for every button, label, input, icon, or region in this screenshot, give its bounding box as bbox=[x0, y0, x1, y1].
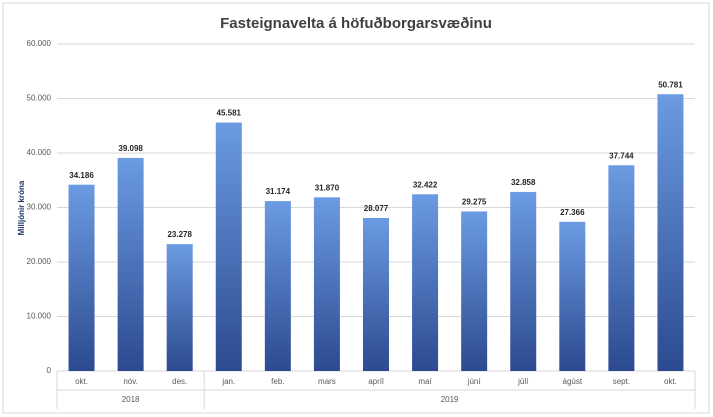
data-label: 23.278 bbox=[167, 230, 192, 239]
bar bbox=[215, 122, 242, 371]
bar bbox=[68, 184, 95, 371]
y-tick-label: 20.000 bbox=[27, 257, 52, 266]
x-tick-label: apríl bbox=[368, 377, 384, 386]
data-label: 28.077 bbox=[364, 204, 389, 213]
x-tick-label: nóv. bbox=[123, 377, 138, 386]
chart-title: Fasteignavelta á höfuðborgarsvæðinu bbox=[220, 15, 492, 32]
bar bbox=[166, 244, 193, 371]
bar bbox=[117, 157, 144, 371]
bar bbox=[363, 217, 389, 371]
x-tick-label: maí bbox=[418, 377, 432, 386]
data-label: 34.186 bbox=[69, 171, 94, 180]
bar bbox=[461, 211, 488, 371]
data-label: 31.174 bbox=[266, 187, 291, 196]
bar bbox=[313, 197, 340, 371]
x-tick-label: jan. bbox=[221, 377, 235, 386]
x-tick-label: des. bbox=[172, 377, 187, 386]
bar bbox=[412, 194, 439, 371]
x-tick-label: okt. bbox=[75, 377, 88, 386]
data-label: 32.422 bbox=[413, 180, 438, 189]
group-label: 2019 bbox=[441, 395, 459, 404]
y-tick-label: 30.000 bbox=[27, 203, 52, 212]
bar bbox=[608, 165, 635, 371]
data-label: 27.366 bbox=[560, 208, 585, 217]
y-axis-title: Milljónir króna bbox=[17, 180, 26, 235]
bar bbox=[510, 191, 537, 371]
bar bbox=[559, 221, 586, 371]
data-label: 45.581 bbox=[217, 109, 242, 118]
group-label: 2018 bbox=[122, 395, 140, 404]
y-tick-label: 0 bbox=[47, 366, 52, 375]
x-tick-label: sept. bbox=[613, 377, 630, 386]
y-tick-label: 40.000 bbox=[27, 148, 52, 157]
data-label: 37.744 bbox=[609, 151, 634, 160]
x-tick-label: mars bbox=[318, 377, 336, 386]
y-tick-label: 50.000 bbox=[27, 94, 52, 103]
x-tick-label: ágúst bbox=[563, 377, 583, 386]
bar bbox=[264, 201, 291, 371]
x-tick-label: júlí bbox=[517, 377, 529, 386]
data-label: 50.781 bbox=[658, 80, 683, 89]
data-label: 39.098 bbox=[118, 144, 143, 153]
bar bbox=[657, 94, 684, 371]
x-tick-label: okt. bbox=[664, 377, 677, 386]
y-tick-label: 10.000 bbox=[27, 312, 52, 321]
data-label: 29.275 bbox=[462, 198, 487, 207]
data-label: 31.870 bbox=[315, 183, 340, 192]
data-label: 32.858 bbox=[511, 178, 536, 187]
x-tick-label: feb. bbox=[271, 377, 284, 386]
x-tick-label: júní bbox=[467, 377, 482, 386]
y-tick-label: 60.000 bbox=[27, 39, 52, 48]
